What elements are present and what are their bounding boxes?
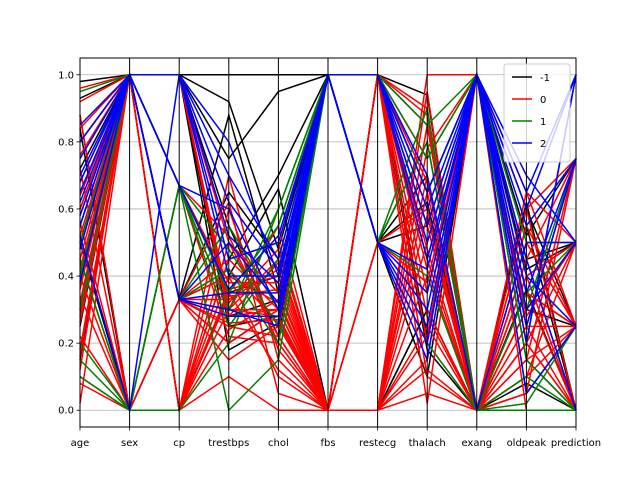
x-tick-label: thalach: [409, 438, 446, 449]
legend-label: 0: [540, 95, 546, 106]
x-axis: age sex cp trestbps chol fbs restecg thalach exa…: [71, 427, 601, 449]
x-tick-label: age: [71, 438, 90, 449]
legend-label: -1: [540, 73, 550, 84]
y-tick-label: 1.0: [58, 70, 74, 81]
y-tick-label: 0.8: [58, 137, 74, 148]
y-tick-label: 0.4: [58, 272, 74, 283]
x-tick-label: exang: [461, 438, 492, 449]
legend-label: 2: [540, 139, 546, 150]
x-tick-label: cp: [173, 438, 185, 449]
plot-area: [79, 57, 577, 428]
y-axis: 0.0 0.2 0.4 0.6 0.8 1.0: [58, 70, 80, 417]
x-tick-label: prediction: [551, 438, 601, 449]
x-tick-label: trestbps: [208, 438, 249, 449]
x-tick-label: sex: [121, 438, 138, 449]
x-tick-label: chol: [268, 438, 289, 449]
y-tick-label: 0.6: [58, 204, 74, 215]
y-tick-label: 0.0: [58, 406, 74, 417]
x-tick-label: fbs: [320, 438, 335, 449]
legend: -1 0 1 2: [503, 63, 571, 163]
legend-box: [503, 63, 571, 163]
x-tick-label: oldpeak: [507, 438, 547, 449]
legend-label: 1: [540, 117, 546, 128]
y-tick-label: 0.2: [58, 339, 74, 350]
x-tick-label: restecg: [359, 438, 396, 449]
